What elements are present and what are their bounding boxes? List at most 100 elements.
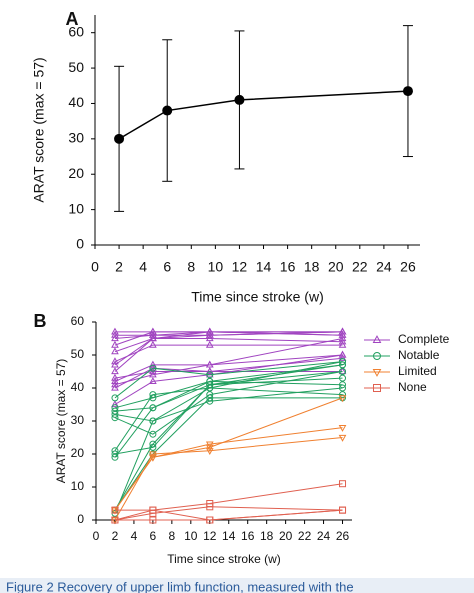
legend-label: Complete [398,332,450,346]
x-tick-label: 8 [169,529,176,543]
marker [206,516,214,524]
x-tick-label: 0 [93,529,100,543]
marker [149,404,157,412]
marker [149,340,157,348]
y-tick-label: 30 [71,413,85,427]
marker [111,367,119,375]
marker [205,330,214,338]
marker [339,358,347,366]
y-tick-label: 10 [68,200,84,216]
marker [338,334,347,342]
marker [111,407,119,415]
marker [111,383,119,391]
marker [111,517,119,525]
marker [339,480,347,488]
marker [149,364,157,372]
marker [338,434,347,442]
line [114,364,343,409]
x-tick-label: 16 [280,259,296,275]
line [114,380,343,458]
marker [373,384,381,392]
point [234,94,245,105]
x-tick-label: 22 [352,259,368,275]
marker [149,440,157,448]
x-tick-label: 22 [298,529,312,543]
y-tick-label: 50 [71,347,85,361]
x-tick-label: 24 [376,259,392,275]
marker [111,330,119,338]
marker [111,357,119,365]
line [114,506,343,521]
marker [339,368,347,375]
x-tick-label: 2 [115,259,123,275]
marker [372,369,382,377]
marker [205,444,214,452]
line [114,397,343,511]
legend-label: None [398,380,427,394]
line [114,344,343,363]
marker [339,506,347,514]
x-tick-label: 8 [187,259,195,275]
y-tick-label: 60 [68,23,84,39]
panel-label: A [66,9,79,29]
marker [111,453,119,461]
marker [205,441,214,449]
x-tick-label: 26 [336,529,350,543]
x-tick-label: 20 [328,259,344,275]
marker [149,327,157,335]
marker [111,327,119,335]
marker [149,417,157,425]
line [114,377,343,412]
marker [111,373,119,381]
marker [206,371,214,379]
marker [111,394,119,402]
marker [339,374,347,382]
marker [149,330,157,338]
marker [149,377,157,384]
marker [149,363,157,371]
line [114,338,343,366]
marker [206,503,214,511]
y-axis-label: ARAT score (max = 57) [31,57,47,202]
legend-label: Limited [398,364,437,378]
marker [111,507,119,515]
marker [111,506,119,514]
marker [338,367,347,375]
line [114,354,343,405]
legend-label: Notable [398,348,440,362]
y-tick-label: 0 [76,236,84,252]
x-tick-label: 4 [131,529,138,543]
x-tick-label: 14 [256,259,272,275]
line [114,397,343,511]
marker [205,367,214,375]
x-tick-label: 10 [184,529,198,543]
y-axis-label: ARAT score (max = 57) [54,359,68,484]
x-tick-label: 26 [400,259,416,275]
marker [339,381,347,389]
x-tick-label: 12 [203,529,217,543]
line [114,361,343,514]
marker [338,337,347,345]
x-axis-label: Time since stroke (w) [191,289,324,305]
marker [149,430,157,438]
marker [111,347,119,355]
marker [373,352,381,360]
y-tick-label: 0 [77,512,84,526]
y-tick-label: 40 [68,94,84,110]
y-tick-label: 50 [68,59,84,75]
marker [206,384,214,392]
point [114,133,125,144]
caption-band [0,578,474,593]
marker [149,451,157,459]
line [114,371,343,455]
marker [149,454,157,462]
x-tick-label: 4 [139,259,147,275]
line [114,387,343,451]
marker [149,516,157,524]
y-tick-label: 40 [71,380,85,394]
line [114,483,343,511]
marker [111,380,119,388]
marker [205,448,214,456]
x-tick-label: 2 [112,529,119,543]
line [114,361,343,399]
